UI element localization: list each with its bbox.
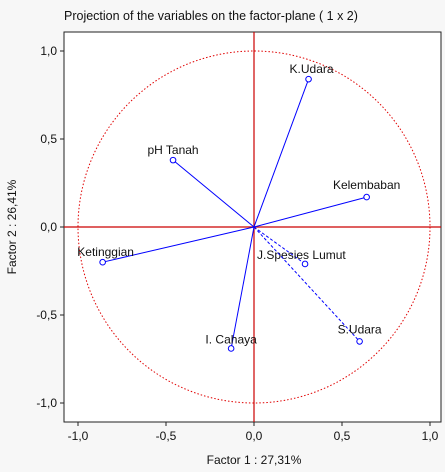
unit-circle-layer (77, 50, 431, 404)
variable-ketinggian: Ketinggian (77, 226, 255, 266)
x-tick-label: -0,5 (156, 429, 177, 443)
x-axis-label: Factor 1 : 27,31% (207, 453, 302, 467)
variable-point (305, 75, 312, 83)
variable-point (169, 156, 177, 164)
variable-label: Ketinggian (77, 245, 134, 259)
unit-circle (77, 50, 431, 404)
variable-label: Kelembaban (333, 178, 400, 192)
y-tick-label: 0,5 (40, 132, 57, 146)
variable-label: pH Tanah (147, 143, 198, 157)
variable-point (363, 193, 370, 201)
y-tick-label: 1,0 (40, 44, 57, 58)
y-tick-label: -0,5 (36, 308, 57, 322)
vectors: K.Udara pH Tanah Kelembaban Ketinggian J.Spe… (77, 62, 400, 352)
vector-line (253, 78, 310, 228)
variable-label: J.Spesies Lumut (257, 248, 346, 262)
variable-kelembaban: Kelembaban (253, 178, 400, 228)
x-tick-label: 0,0 (246, 429, 263, 443)
vector-line (253, 196, 367, 228)
x-tick-label: -1,0 (68, 429, 89, 443)
tick-labels: -1,0 -0,5 0,0 0,5 1,0 1,0 0,5 0,0 -0,5 -1,0 (36, 44, 438, 443)
vector-line (172, 159, 255, 228)
variable-s-udara: S.Udara (253, 226, 382, 345)
vector-line (102, 226, 255, 263)
variable-label: I. Cahaya (205, 332, 257, 346)
variable-label: K.Udara (290, 62, 334, 76)
variable-j-spesies-lumut: J.Spesies Lumut (253, 226, 346, 268)
variable-point (356, 338, 363, 345)
x-tick-label: 0,5 (334, 429, 351, 443)
variable-i-cahaya: I. Cahaya (205, 226, 257, 352)
vector-line (253, 226, 306, 265)
ticks (60, 50, 431, 426)
y-tick-label: 0,0 (40, 220, 57, 234)
variable-point (99, 258, 106, 266)
chart-title: Projection of the variables on the facto… (64, 9, 358, 23)
variable-label: S.Udara (338, 322, 382, 336)
vector-line (230, 226, 255, 349)
y-tick-label: -1,0 (36, 396, 57, 410)
y-axis-label: Factor 2 : 26,41% (5, 179, 19, 274)
variable-point (301, 260, 309, 268)
variable-point (227, 345, 235, 352)
vector-line (253, 226, 360, 342)
variable-k-udara: K.Udara (253, 62, 334, 228)
variable-ph-tanah: pH Tanah (147, 143, 255, 228)
x-tick-label: 1,0 (422, 429, 439, 443)
